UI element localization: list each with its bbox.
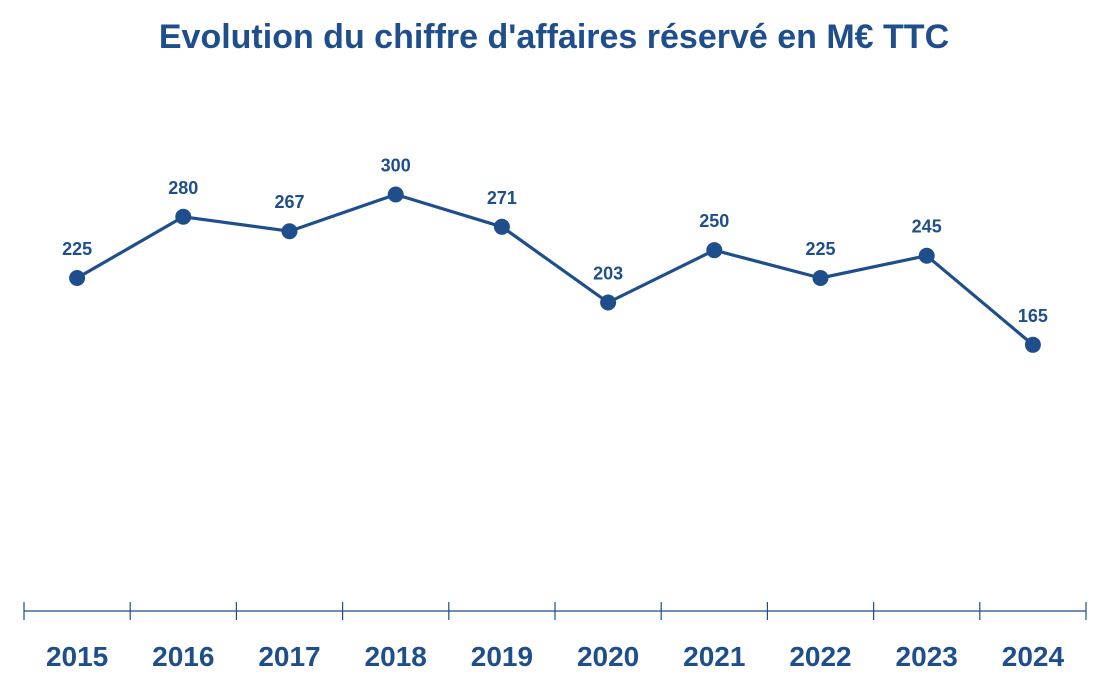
data-point-2024 <box>1024 336 1041 353</box>
x-tick-label-2021: 2021 <box>683 641 745 672</box>
data-label-2023: 245 <box>912 217 942 237</box>
x-tick-label-2016: 2016 <box>152 641 214 672</box>
data-label-2022: 225 <box>805 239 835 259</box>
data-point-2018 <box>387 186 404 203</box>
series-line <box>75 192 1035 347</box>
x-tick-labels: 2015 2016 2017 2018 2019 2020 2021 2022 2023 2024 <box>46 641 1065 672</box>
data-point-2023 <box>918 247 935 264</box>
chart-title: Evolution du chiffre d'affaires réservé … <box>158 18 950 56</box>
x-tick-label-2017: 2017 <box>258 641 320 672</box>
series-line-group <box>75 192 1035 347</box>
x-axis <box>23 602 1087 620</box>
data-label-2017: 267 <box>274 192 304 212</box>
x-tick-label-2020: 2020 <box>577 641 639 672</box>
x-tick-label-2024: 2024 <box>1002 641 1065 672</box>
x-tick-label-2023: 2023 <box>896 641 958 672</box>
x-tick-label-2015: 2015 <box>46 641 108 672</box>
data-point-2020 <box>600 294 617 311</box>
data-label-2016: 280 <box>168 178 198 198</box>
data-label-2019: 271 <box>487 188 517 208</box>
data-point-2017 <box>281 223 298 240</box>
data-point-2019 <box>493 218 510 235</box>
data-label-2021: 250 <box>699 211 729 231</box>
x-tick-label-2018: 2018 <box>365 641 427 672</box>
data-point-2021 <box>706 242 723 259</box>
data-label-2024: 165 <box>1018 306 1048 326</box>
x-tick-label-2022: 2022 <box>789 641 851 672</box>
data-point-2015 <box>69 270 86 286</box>
data-label-2015: 225 <box>62 239 92 259</box>
data-label-2018: 300 <box>381 156 411 176</box>
data-point-2016 <box>175 208 192 225</box>
data-point-2022 <box>812 270 829 286</box>
data-label-2020: 203 <box>593 263 623 283</box>
x-tick-label-2019: 2019 <box>471 641 533 672</box>
data-labels: 225 280 267 300 271 203 250 225 245 165 <box>62 156 1048 326</box>
data-points <box>69 186 1041 353</box>
